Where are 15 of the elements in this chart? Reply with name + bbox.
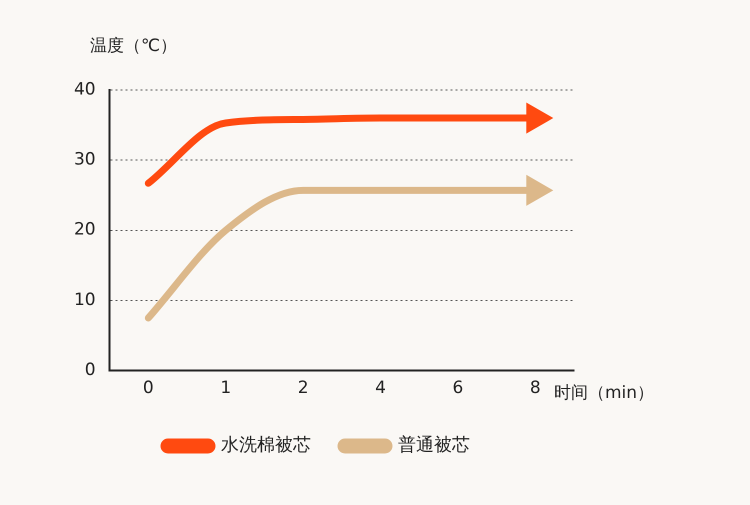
y-tick-label: 10 [74, 290, 96, 310]
legend-label: 普通被芯 [398, 434, 470, 456]
x-tick-label: 1 [220, 378, 232, 398]
x-tick-label: 6 [452, 378, 464, 398]
y-tick-label: 0 [84, 360, 96, 380]
x-tick-label: 4 [375, 378, 386, 398]
x-tick-label: 8 [530, 378, 541, 398]
x-tick-label: 2 [298, 378, 309, 398]
legend-label: 水洗棉被芯 [221, 434, 311, 456]
x-tick-label: 0 [142, 378, 154, 398]
y-axis-title: 温度（℃） [90, 36, 178, 56]
y-tick-label: 30 [74, 150, 96, 170]
y-tick-label: 20 [74, 220, 96, 240]
y-tick-label: 40 [74, 79, 96, 100]
x-axis-title: 时间（min） [554, 382, 654, 403]
